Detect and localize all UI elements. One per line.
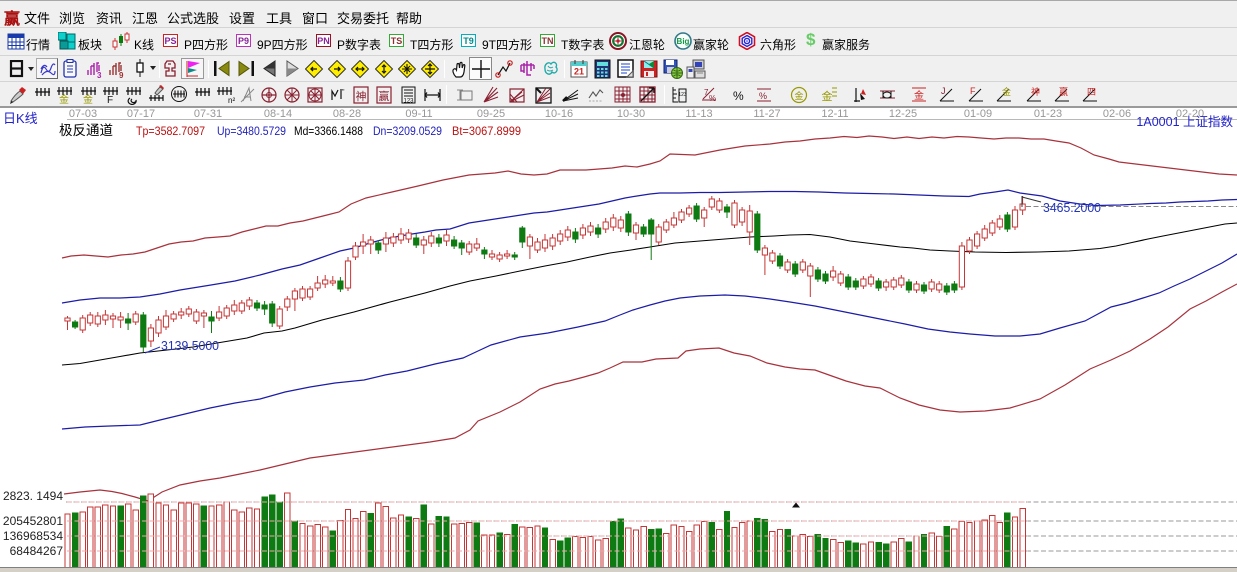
svg-text:Tp=3582.7097: Tp=3582.7097 (136, 124, 205, 138)
svg-text:68484267: 68484267 (10, 544, 64, 558)
svg-text:2823. 1494: 2823. 1494 (3, 489, 63, 503)
svg-text:金: 金 (914, 89, 924, 102)
svg-text:Md=3366.1488: Md=3366.1488 (294, 124, 363, 138)
svg-text:3139.5000: 3139.5000 (161, 338, 219, 353)
svg-text:%: % (709, 94, 716, 103)
svg-text:7: 7 (704, 88, 709, 97)
svg-text:11-13: 11-13 (685, 108, 712, 120)
svg-text:Big: Big (677, 37, 690, 46)
svg-text:07-17: 07-17 (127, 108, 155, 120)
svg-text:Up=3480.5729: Up=3480.5729 (217, 124, 286, 138)
svg-text:%: % (733, 89, 744, 103)
svg-text:12-25: 12-25 (889, 108, 917, 120)
svg-text:02-20: 02-20 (1176, 108, 1204, 120)
svg-text:J: J (941, 86, 946, 96)
svg-text:3: 3 (97, 71, 102, 79)
svg-text:四: 四 (1087, 87, 1096, 97)
svg-text:123: 123 (678, 92, 687, 98)
svg-text:Bt=3067.8999: Bt=3067.8999 (452, 124, 521, 138)
svg-text:11-27: 11-27 (753, 108, 780, 120)
svg-text:金: 金 (59, 93, 69, 105)
svg-text:n²: n² (228, 96, 235, 105)
svg-text:01-09: 01-09 (964, 108, 992, 120)
svg-text:09-25: 09-25 (477, 108, 505, 120)
svg-text:赢: 赢 (379, 89, 390, 103)
svg-text:21: 21 (574, 67, 584, 77)
svg-text:金: 金 (83, 93, 93, 105)
svg-text:1A0001 上证指数: 1A0001 上证指数 (1136, 114, 1233, 129)
svg-text:08-14: 08-14 (264, 108, 292, 120)
svg-text:9: 9 (119, 71, 124, 79)
svg-text:": " (342, 89, 345, 96)
svg-text:3465.2000: 3465.2000 (1043, 200, 1101, 215)
svg-text:金: 金 (1002, 86, 1011, 97)
svg-text:日K线: 日K线 (3, 111, 38, 126)
svg-text:F: F (970, 86, 976, 96)
svg-text:08-28: 08-28 (333, 108, 361, 120)
svg-text:金: 金 (794, 90, 803, 101)
svg-text:%: % (759, 91, 767, 101)
svg-text:12-11: 12-11 (821, 108, 848, 120)
svg-text:01-23: 01-23 (1034, 108, 1062, 120)
svg-text:10-30: 10-30 (617, 108, 645, 120)
svg-text:Dn=3209.0529: Dn=3209.0529 (373, 124, 442, 138)
svg-text:神: 神 (1031, 86, 1040, 97)
svg-text:F: F (107, 95, 113, 105)
svg-text:金: 金 (822, 89, 833, 103)
svg-text:02-06: 02-06 (1103, 108, 1131, 120)
svg-text:09-11: 09-11 (405, 108, 432, 120)
svg-text:205452801: 205452801 (3, 514, 63, 528)
svg-text:07-31: 07-31 (194, 108, 222, 120)
svg-text:123: 123 (403, 99, 414, 105)
svg-text:赢: 赢 (1059, 86, 1068, 97)
svg-text:07-03: 07-03 (69, 108, 97, 120)
svg-text:136968534: 136968534 (3, 529, 63, 543)
svg-text:10-16: 10-16 (545, 108, 573, 120)
svg-text:极反通道: 极反通道 (59, 123, 113, 138)
svg-text:神: 神 (356, 89, 367, 103)
